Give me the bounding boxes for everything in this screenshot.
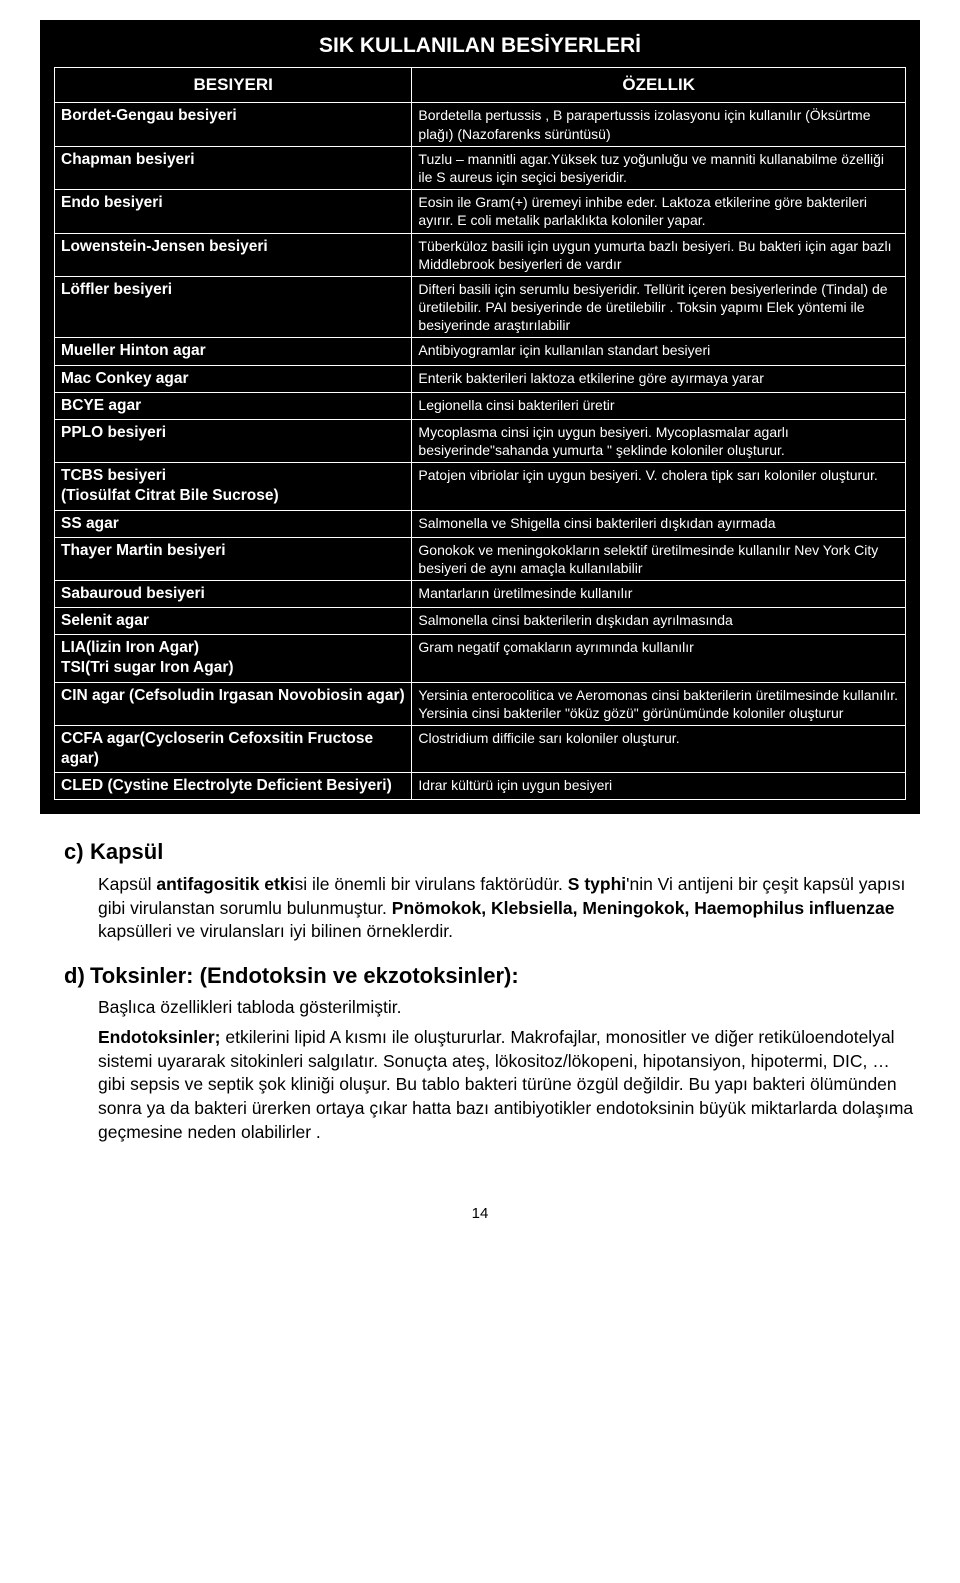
table-row: CLED (Cystine Electrolyte Deficient Besi…: [55, 773, 906, 800]
table-row: Bordet-Gengau besiyeriBordetella pertuss…: [55, 103, 906, 146]
section-d: d)Toksinler: (Endotoksin ve ekzotoksinle…: [40, 962, 920, 1144]
media-name: CCFA agar(Cycloserin Cefoxsitin Fructose…: [55, 725, 412, 772]
media-name: Mac Conkey agar: [55, 365, 412, 392]
media-description: Mantarların üretilmesinde kullanılır: [412, 581, 906, 608]
media-description: Clostridium difficile sarı koloniler olu…: [412, 725, 906, 772]
section-c-letter: c): [64, 838, 90, 867]
table-row: CCFA agar(Cycloserin Cefoxsitin Fructose…: [55, 725, 906, 772]
table-row: Löffler besiyeriDifteri basili için seru…: [55, 276, 906, 338]
media-name: Endo besiyeri: [55, 190, 412, 233]
media-name: Lowenstein-Jensen besiyeri: [55, 233, 412, 276]
media-name: Thayer Martin besiyeri: [55, 537, 412, 580]
section-d-body: Başlıca özellikleri tabloda gösterilmişt…: [64, 996, 920, 1144]
media-name: LIA(lizin Iron Agar)TSI(Tri sugar Iron A…: [55, 635, 412, 682]
media-description: Gram negatif çomakların ayrımında kullan…: [412, 635, 906, 682]
table-row: CIN agar (Cefsoludin Irgasan Novobiosin …: [55, 682, 906, 725]
media-name: Bordet-Gengau besiyeri: [55, 103, 412, 146]
section-c-paragraph: Kapsül antifagositik etkisi ile önemli b…: [98, 873, 920, 944]
table-header-right: ÖZELLIK: [412, 68, 906, 103]
media-description: Tüberküloz basili için uygun yumurta baz…: [412, 233, 906, 276]
table-row: Thayer Martin besiyeriGonokok ve meningo…: [55, 537, 906, 580]
table-row: Mueller Hinton agarAntibiyogramlar için …: [55, 338, 906, 365]
media-description: Salmonella ve Shigella cinsi bakterileri…: [412, 510, 906, 537]
page-number: 14: [40, 1204, 920, 1224]
media-name: SS agar: [55, 510, 412, 537]
table-row: TCBS besiyeri(Tiosülfat Citrat Bile Sucr…: [55, 463, 906, 510]
media-description: Idrar kültürü için uygun besiyeri: [412, 773, 906, 800]
table-row: Selenit agarSalmonella cinsi bakterileri…: [55, 608, 906, 635]
table-row: Lowenstein-Jensen besiyeriTüberküloz bas…: [55, 233, 906, 276]
media-name: Selenit agar: [55, 608, 412, 635]
media-table: BESIYERI ÖZELLIK Bordet-Gengau besiyeriB…: [54, 67, 906, 800]
media-name: CIN agar (Cefsoludin Irgasan Novobiosin …: [55, 682, 412, 725]
table-row: Endo besiyeriEosin ile Gram(+) üremeyi i…: [55, 190, 906, 233]
table-row: Mac Conkey agarEnterik bakterileri lakto…: [55, 365, 906, 392]
table-row: SS agarSalmonella ve Shigella cinsi bakt…: [55, 510, 906, 537]
section-c: c)Kapsül Kapsül antifagositik etkisi ile…: [40, 838, 920, 943]
section-d-letter: d): [64, 962, 90, 991]
media-name: BCYE agar: [55, 392, 412, 419]
section-c-heading: c)Kapsül: [64, 838, 920, 867]
media-description: Legionella cinsi bakterileri üretir: [412, 392, 906, 419]
media-name: Löffler besiyeri: [55, 276, 412, 338]
media-description: Tuzlu – mannitli agar.Yüksek tuz yoğunlu…: [412, 146, 906, 189]
media-name: Sabauroud besiyeri: [55, 581, 412, 608]
table-row: Chapman besiyeriTuzlu – mannitli agar.Yü…: [55, 146, 906, 189]
media-description: Yersinia enterocolitica ve Aeromonas cin…: [412, 682, 906, 725]
table-row: BCYE agarLegionella cinsi bakterileri ür…: [55, 392, 906, 419]
media-description: Salmonella cinsi bakterilerin dışkıdan a…: [412, 608, 906, 635]
section-d-title: Toksinler: (Endotoksin ve ekzotoksinler)…: [90, 963, 519, 988]
table-title: SIK KULLANILAN BESİYERLERİ: [54, 32, 906, 59]
media-description: Patojen vibriolar için uygun besiyeri. V…: [412, 463, 906, 510]
media-table-container: SIK KULLANILAN BESİYERLERİ BESIYERI ÖZEL…: [40, 20, 920, 814]
section-d-p1: Başlıca özellikleri tabloda gösterilmişt…: [98, 996, 920, 1020]
media-description: Antibiyogramlar için kullanılan standart…: [412, 338, 906, 365]
media-name: PPLO besiyeri: [55, 419, 412, 462]
media-description: Mycoplasma cinsi için uygun besiyeri. My…: [412, 419, 906, 462]
media-description: Difteri basili için serumlu besiyeridir.…: [412, 276, 906, 338]
media-name: Chapman besiyeri: [55, 146, 412, 189]
table-row: LIA(lizin Iron Agar)TSI(Tri sugar Iron A…: [55, 635, 906, 682]
media-name: CLED (Cystine Electrolyte Deficient Besi…: [55, 773, 412, 800]
section-c-body: Kapsül antifagositik etkisi ile önemli b…: [64, 873, 920, 944]
media-name: TCBS besiyeri(Tiosülfat Citrat Bile Sucr…: [55, 463, 412, 510]
table-row: PPLO besiyeriMycoplasma cinsi için uygun…: [55, 419, 906, 462]
section-d-heading: d)Toksinler: (Endotoksin ve ekzotoksinle…: [64, 962, 920, 991]
media-description: Bordetella pertussis , B parapertussis i…: [412, 103, 906, 146]
section-d-p2: Endotoksinler; etkilerini lipid A kısmı …: [98, 1026, 920, 1144]
media-description: Eosin ile Gram(+) üremeyi inhibe eder. L…: [412, 190, 906, 233]
section-c-title: Kapsül: [90, 839, 163, 864]
media-description: Gonokok ve meningokokların selektif üret…: [412, 537, 906, 580]
table-row: Sabauroud besiyeriMantarların üretilmesi…: [55, 581, 906, 608]
media-name: Mueller Hinton agar: [55, 338, 412, 365]
media-description: Enterik bakterileri laktoza etkilerine g…: [412, 365, 906, 392]
table-header-left: BESIYERI: [55, 68, 412, 103]
